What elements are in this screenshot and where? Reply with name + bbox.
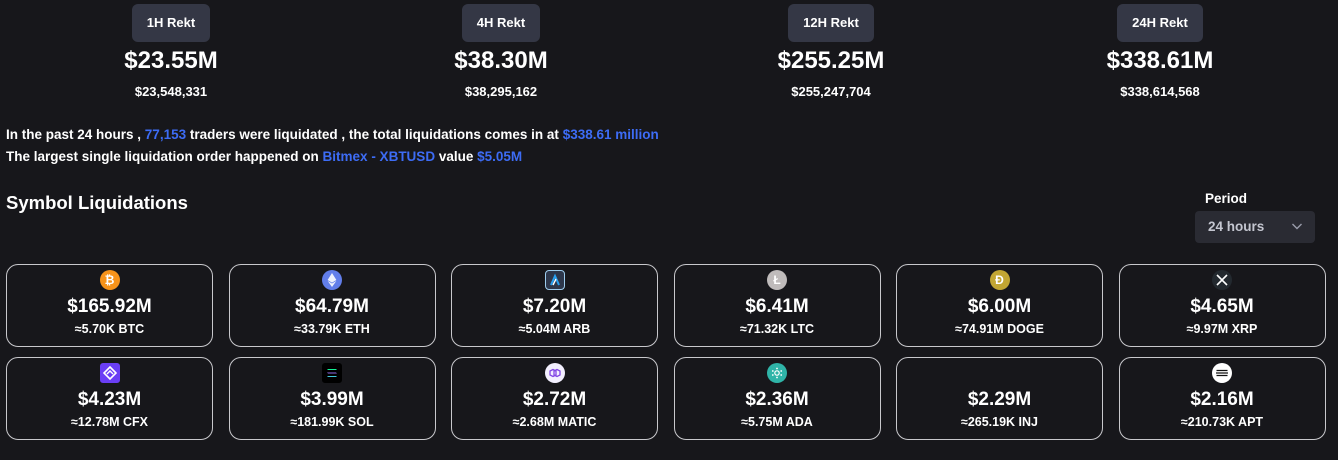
period-selected-value: 24 hours: [1208, 219, 1265, 234]
stat-1h: 1H Rekt $23.55M $23,548,331: [41, 0, 301, 99]
card-usd-value: $4.65M: [1190, 296, 1254, 317]
card-coin-amount: ≈5.70K BTC: [74, 322, 145, 336]
card-usd-value: $2.72M: [522, 389, 587, 410]
summary-line-traders: In the past 24 hours , 77,153 traders we…: [6, 127, 659, 143]
liquidation-card-apt[interactable]: $2.16M ≈210.73K APT: [1118, 357, 1326, 440]
largest-order-value: $5.05M: [477, 149, 523, 164]
card-coin-amount: ≈71.32K LTC: [739, 322, 814, 336]
card-usd-value: $6.41M: [745, 296, 809, 317]
total-liquidations: $338.61 million: [562, 127, 659, 142]
summary-text: value: [438, 149, 474, 164]
chevron-down-icon: [1292, 223, 1302, 230]
aptos-icon: [1212, 363, 1232, 383]
stat-24h: 24H Rekt $338.61M $338,614,568: [1030, 0, 1290, 99]
card-usd-value: $6.00M: [967, 296, 1032, 317]
liquidation-card-cfx[interactable]: $4.23M ≈12.78M CFX: [6, 357, 213, 440]
card-coin-amount: ≈210.73K APT: [1180, 415, 1264, 429]
liquidation-card-eth[interactable]: $64.79M ≈33.79K ETH: [228, 264, 436, 347]
card-coin-amount: ≈12.78M CFX: [70, 415, 149, 429]
arbitrum-icon: [544, 270, 565, 290]
card-coin-amount: ≈181.99K SOL: [290, 415, 374, 429]
stat-exact-value: $255,247,704: [791, 84, 871, 99]
card-coin-amount: ≈2.68M MATIC: [512, 415, 597, 429]
bitcoin-icon: ₿: [99, 270, 120, 290]
stat-value: $23.55M: [124, 47, 218, 74]
dogecoin-icon: Ð: [989, 270, 1010, 290]
section-title: Symbol Liquidations: [6, 192, 188, 213]
period-select[interactable]: 24 hours: [1195, 211, 1315, 243]
stat-value: $38.30M: [454, 47, 548, 74]
cardano-icon: [767, 363, 787, 383]
tab-4h-rekt[interactable]: 4H Rekt: [461, 4, 541, 42]
ethereum-icon: [322, 270, 342, 290]
stat-value: $338.61M: [1106, 47, 1214, 74]
liquidation-card-arb[interactable]: $7.20M ≈5.04M ARB: [451, 264, 658, 347]
period-label: Period: [1205, 191, 1248, 206]
liquidation-card-btc[interactable]: ₿ $165.92M ≈5.70K BTC: [6, 264, 213, 347]
conflux-icon: [99, 363, 120, 383]
card-coin-amount: ≈5.75M ADA: [741, 415, 813, 429]
liquidation-card-matic[interactable]: $2.72M ≈2.68M MATIC: [451, 357, 658, 440]
card-coin-amount: ≈265.19K INJ: [960, 415, 1039, 429]
card-coin-amount: ≈5.04M ARB: [518, 322, 591, 336]
solana-icon: [322, 363, 342, 383]
stat-exact-value: $338,614,568: [1120, 84, 1200, 99]
summary-text: In the past 24 hours ,: [6, 127, 142, 142]
card-usd-value: $2.29M: [967, 389, 1032, 410]
card-usd-value: $165.92M: [67, 296, 152, 317]
stat-4h: 4H Rekt $38.30M $38,295,162: [371, 0, 631, 99]
symbol-liquidation-grid: ₿ $165.92M ≈5.70K BTC $64.79M ≈33.79K ET…: [6, 264, 1326, 440]
stat-exact-value: $23,548,331: [134, 84, 208, 99]
card-usd-value: $64.79M: [295, 296, 369, 317]
xrp-icon: [1212, 270, 1232, 290]
liquidation-card-xrp[interactable]: $4.65M ≈9.97M XRP: [1118, 264, 1326, 347]
tab-12h-rekt[interactable]: 12H Rekt: [788, 4, 874, 42]
card-usd-value: $4.23M: [77, 389, 142, 410]
polygon-icon: [544, 363, 565, 383]
exchange-link[interactable]: Bitmex - XBTUSD: [322, 149, 436, 164]
traders-count: 77,153: [144, 127, 187, 142]
card-usd-value: $7.20M: [522, 296, 587, 317]
tab-24h-rekt[interactable]: 24H Rekt: [1117, 4, 1203, 42]
summary-text: The largest single liquidation order hap…: [6, 149, 319, 164]
card-coin-amount: ≈74.91M DOGE: [955, 322, 1044, 336]
card-usd-value: $2.16M: [1190, 389, 1254, 410]
liquidation-card-ada[interactable]: $2.36M ≈5.75M ADA: [673, 357, 881, 440]
liquidation-card-sol[interactable]: $3.99M ≈181.99K SOL: [228, 357, 436, 440]
card-usd-value: $3.99M: [300, 389, 364, 410]
summary-line-largest: The largest single liquidation order hap…: [6, 149, 522, 165]
card-coin-amount: ≈9.97M XRP: [1186, 322, 1258, 336]
summary-text: traders were liquidated , the total liqu…: [189, 127, 559, 142]
tab-1h-rekt[interactable]: 1H Rekt: [131, 4, 211, 42]
liquidation-card-ltc[interactable]: Ł $6.41M ≈71.32K LTC: [673, 264, 881, 347]
stat-exact-value: $38,295,162: [464, 84, 538, 99]
stat-value: $255.25M: [777, 47, 885, 74]
stat-12h: 12H Rekt $255.25M $255,247,704: [701, 0, 961, 99]
injective-icon: [990, 363, 1010, 383]
liquidation-card-inj[interactable]: $2.29M ≈265.19K INJ: [896, 357, 1103, 440]
litecoin-icon: Ł: [767, 270, 787, 290]
card-coin-amount: ≈33.79K ETH: [294, 322, 370, 336]
card-usd-value: $2.36M: [745, 389, 809, 410]
liquidation-card-doge[interactable]: Ð $6.00M ≈74.91M DOGE: [896, 264, 1103, 347]
